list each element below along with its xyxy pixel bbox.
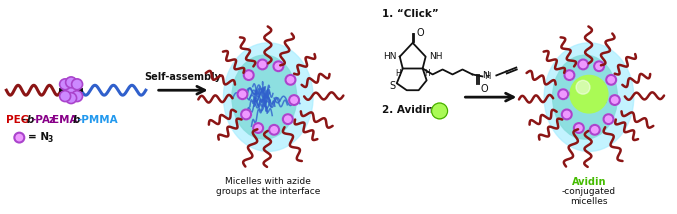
Text: H: H	[395, 70, 401, 79]
Text: -: -	[22, 115, 26, 125]
Text: micelles: micelles	[570, 197, 608, 206]
Text: EMA-: EMA-	[52, 115, 82, 125]
Text: O: O	[416, 28, 424, 38]
Circle shape	[244, 70, 254, 80]
Circle shape	[286, 75, 295, 85]
Circle shape	[565, 70, 574, 80]
Circle shape	[565, 70, 574, 80]
Circle shape	[606, 75, 616, 85]
Text: Az: Az	[42, 115, 56, 125]
Text: Self-assembly: Self-assembly	[145, 72, 221, 82]
Ellipse shape	[232, 55, 297, 139]
Circle shape	[72, 91, 83, 102]
Text: -PMMA: -PMMA	[77, 115, 118, 125]
Circle shape	[289, 95, 299, 105]
Text: 3: 3	[47, 135, 52, 144]
Circle shape	[283, 114, 293, 124]
Circle shape	[574, 123, 584, 133]
Circle shape	[590, 125, 600, 135]
Circle shape	[257, 59, 267, 69]
Circle shape	[238, 89, 248, 99]
Circle shape	[559, 89, 568, 99]
Circle shape	[570, 75, 608, 113]
Text: Micelles with azide: Micelles with azide	[225, 177, 311, 186]
Circle shape	[286, 75, 295, 85]
Text: groups at the interface: groups at the interface	[216, 187, 320, 196]
Text: NH: NH	[429, 52, 442, 61]
Circle shape	[14, 133, 24, 143]
Text: H: H	[424, 70, 431, 79]
Circle shape	[603, 114, 613, 124]
Circle shape	[574, 123, 584, 133]
Circle shape	[562, 110, 572, 119]
Circle shape	[269, 125, 279, 135]
Text: Avidin: Avidin	[571, 177, 606, 187]
Circle shape	[578, 59, 588, 69]
Text: b: b	[27, 115, 35, 125]
Circle shape	[590, 125, 600, 135]
Circle shape	[60, 79, 70, 90]
Circle shape	[606, 75, 616, 85]
Circle shape	[66, 85, 77, 96]
Circle shape	[253, 123, 263, 133]
Text: S: S	[390, 81, 396, 91]
Circle shape	[432, 103, 447, 119]
Circle shape	[66, 77, 77, 88]
Circle shape	[289, 95, 299, 105]
Text: b: b	[73, 115, 81, 125]
Circle shape	[60, 91, 70, 102]
Circle shape	[274, 61, 284, 71]
Circle shape	[610, 95, 619, 105]
Text: -P: -P	[32, 115, 43, 125]
Circle shape	[610, 95, 619, 105]
Text: O: O	[481, 84, 489, 94]
Circle shape	[562, 110, 572, 119]
Text: PEG: PEG	[6, 115, 30, 125]
Text: H: H	[485, 72, 491, 81]
Circle shape	[72, 79, 83, 90]
Circle shape	[274, 61, 284, 71]
Text: -conjugated: -conjugated	[562, 187, 616, 196]
Circle shape	[66, 93, 77, 104]
Ellipse shape	[544, 43, 634, 152]
Text: HN: HN	[383, 52, 397, 61]
Circle shape	[594, 61, 604, 71]
Ellipse shape	[552, 55, 617, 139]
Ellipse shape	[223, 43, 313, 152]
Circle shape	[241, 110, 251, 119]
Circle shape	[283, 114, 293, 124]
Circle shape	[257, 59, 267, 69]
Text: 1. “Click”: 1. “Click”	[382, 9, 439, 19]
Circle shape	[253, 123, 263, 133]
Text: N: N	[483, 71, 489, 80]
Circle shape	[269, 125, 279, 135]
Text: = N: = N	[28, 132, 49, 142]
Circle shape	[559, 89, 568, 99]
Circle shape	[578, 59, 588, 69]
Circle shape	[241, 110, 251, 119]
Circle shape	[238, 89, 248, 99]
Text: 2. Avidin: 2. Avidin	[382, 105, 433, 115]
Circle shape	[244, 70, 254, 80]
Circle shape	[576, 80, 590, 94]
Circle shape	[603, 114, 613, 124]
Circle shape	[594, 61, 604, 71]
